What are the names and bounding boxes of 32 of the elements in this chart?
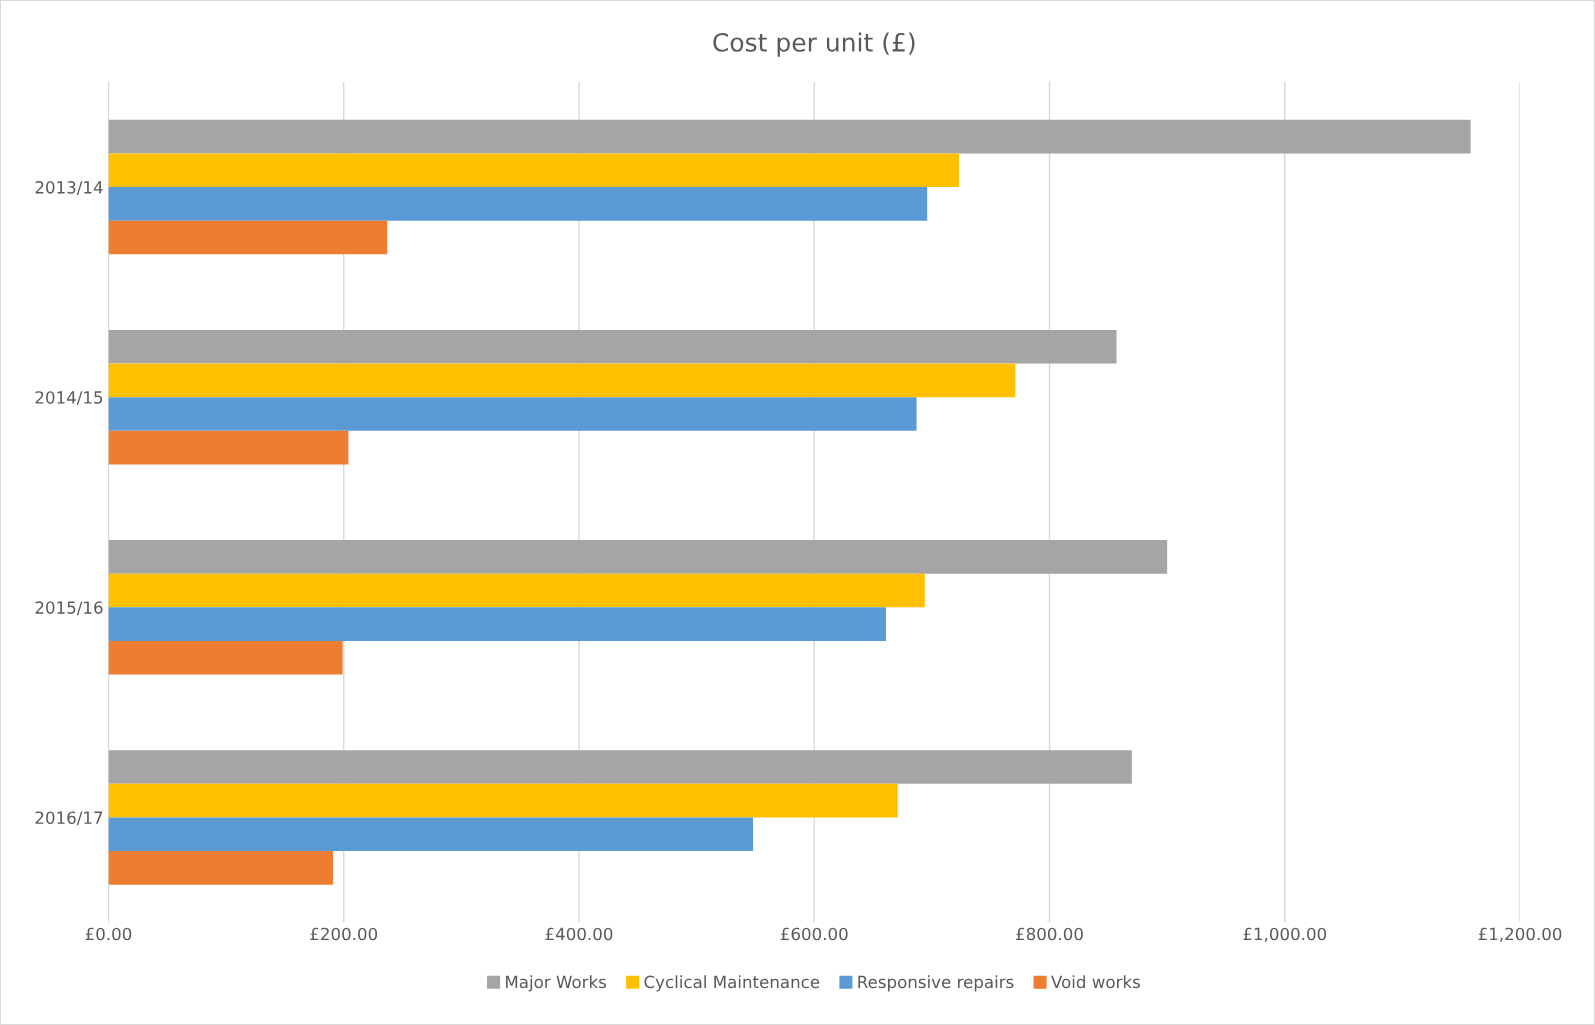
x-tick-label: £200.00	[310, 927, 378, 941]
x-tick-label: £800.00	[1016, 927, 1083, 941]
legend-label: Void works	[1051, 975, 1140, 989]
bar	[108, 119, 1471, 154]
x-tick-label: £0.00	[85, 927, 132, 941]
bar	[108, 187, 928, 221]
bar	[108, 430, 349, 465]
bar	[108, 783, 898, 818]
bar	[108, 540, 1168, 574]
bar	[108, 220, 388, 255]
bar	[108, 397, 917, 431]
y-tick-label: 2013/14	[35, 181, 103, 195]
legend-label: Cyclical Maintenance	[644, 975, 820, 992]
bar	[108, 817, 754, 852]
y-tick-label: 2016/17	[35, 811, 103, 826]
bar	[108, 851, 334, 885]
y-tick-label: 2015/16	[35, 601, 103, 616]
bar	[108, 640, 343, 675]
bar	[108, 153, 959, 188]
bar	[108, 607, 886, 641]
bar	[108, 573, 925, 608]
x-tick-label: £400.00	[545, 927, 613, 941]
x-tick-label: £1,000.00	[1243, 927, 1327, 942]
chart-title: Cost per unit (£)	[713, 32, 915, 57]
bar	[108, 329, 1117, 364]
y-tick-label: 2014/15	[35, 391, 103, 406]
legend-label: Responsive repairs	[858, 975, 1014, 992]
x-tick-label: £600.00	[780, 927, 848, 941]
bar	[108, 750, 1132, 784]
legend-label: Major Works	[506, 975, 607, 992]
x-tick-label: £1,200.00	[1478, 927, 1562, 942]
bar	[108, 363, 1016, 398]
